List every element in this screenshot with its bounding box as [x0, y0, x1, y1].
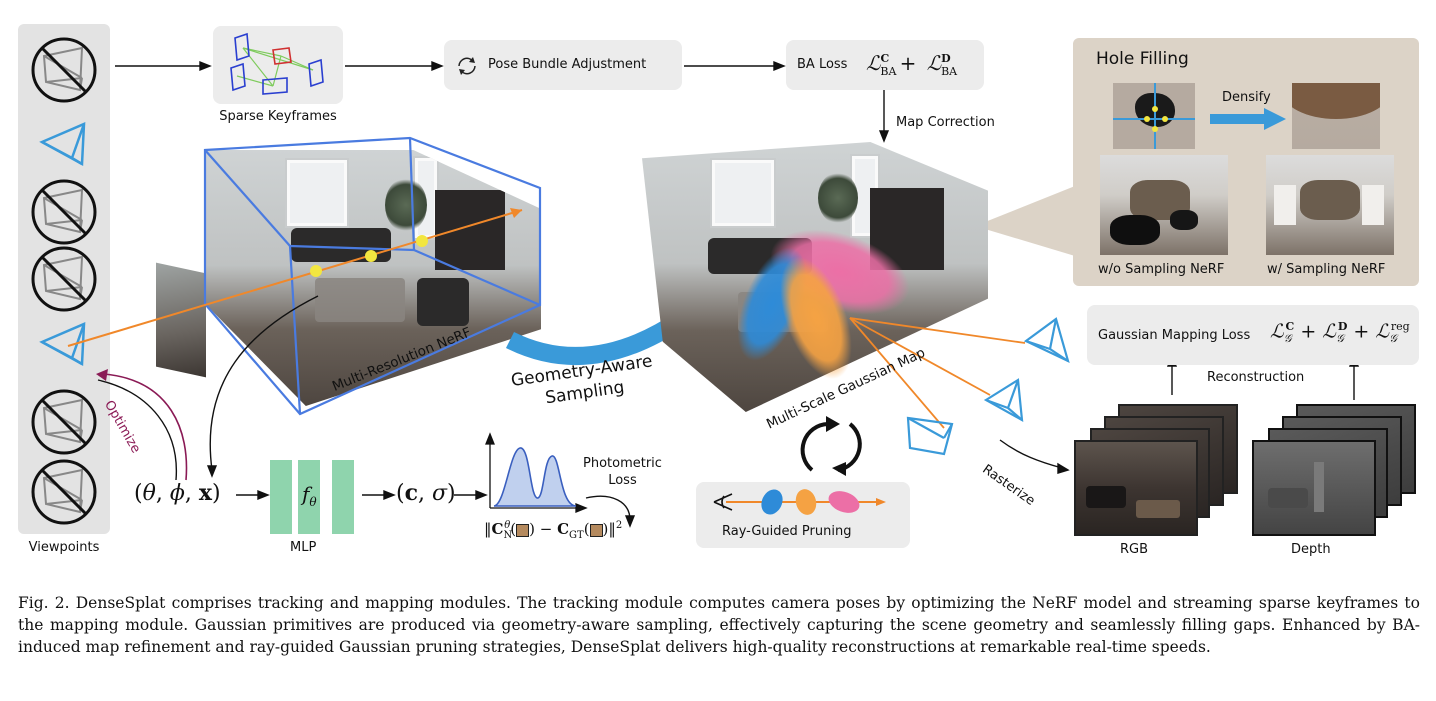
room-without-sampling — [1100, 155, 1228, 255]
gaussian-loss-box — [1087, 305, 1419, 365]
caption-prefix: Fig. 2. — [18, 594, 70, 612]
caption-text: DenseSplat comprises tracking and mappin… — [18, 594, 1420, 656]
sparse-keyframes-graph — [230, 32, 324, 95]
ba-loss-formula: ℒBAC + ℒBAD — [866, 51, 958, 78]
ray-pruning-label: Ray-Guided Pruning — [722, 524, 852, 539]
mlp-output: (c, σ) — [396, 480, 456, 506]
gaussian-loss-formula: ℒ𝒢C + ℒ𝒢D + ℒ𝒢reg — [1270, 320, 1410, 346]
ba-loss-label: BA Loss — [797, 57, 848, 72]
camera-icon-gaussian-3 — [906, 416, 954, 456]
camera-icon-gaussian-2 — [983, 378, 1024, 422]
depth-frame-1 — [1252, 440, 1376, 536]
densify-arrow — [1210, 108, 1286, 130]
hole-patch-before — [1113, 83, 1195, 149]
rgb-label: RGB — [1120, 542, 1149, 557]
camera-icon-gaussian-1 — [1023, 317, 1070, 364]
gaussian-loss-label: Gaussian Mapping Loss — [1098, 328, 1251, 343]
photometric-label: Photometric Loss — [583, 455, 662, 489]
depth-label: Depth — [1291, 542, 1331, 557]
gaussian-orange — [780, 256, 852, 380]
hole-filling-title: Hole Filling — [1096, 49, 1189, 69]
gaussian-ellipsoids — [737, 229, 910, 380]
photometric-formula: ‖CNθ() − CGT()‖2 — [484, 520, 623, 541]
mlp-function: fθ — [302, 482, 317, 509]
sparse-keyframes-label: Sparse Keyframes — [219, 109, 337, 124]
ray-pruning-graphic — [713, 489, 886, 515]
room-with-sampling — [1266, 155, 1394, 255]
photometric-line1: Photometric — [583, 456, 662, 471]
densify-label: Densify — [1222, 90, 1271, 105]
refresh-icon — [458, 57, 476, 75]
without-sampling-label: w/o Sampling NeRF — [1098, 262, 1225, 277]
reconstruction-label: Reconstruction — [1207, 370, 1305, 385]
pose-ba-label: Pose Bundle Adjustment — [488, 57, 647, 72]
with-sampling-label: w/ Sampling NeRF — [1267, 262, 1386, 277]
hole-filling-callout — [975, 186, 1075, 256]
mlp-input: (θ, ϕ, x) — [134, 480, 221, 506]
pose-ba-box — [444, 40, 682, 90]
mlp-label: MLP — [290, 540, 317, 555]
rgb-frame-1 — [1074, 440, 1198, 536]
photometric-line2: Loss — [608, 473, 637, 488]
figure-caption: Fig. 2. DenseSplat comprises tracking an… — [18, 592, 1420, 658]
map-correction-label: Map Correction — [896, 115, 995, 130]
ba-loss-box — [786, 40, 984, 90]
hole-patch-after — [1292, 83, 1380, 149]
viewpoints-label: Viewpoints — [28, 540, 100, 555]
